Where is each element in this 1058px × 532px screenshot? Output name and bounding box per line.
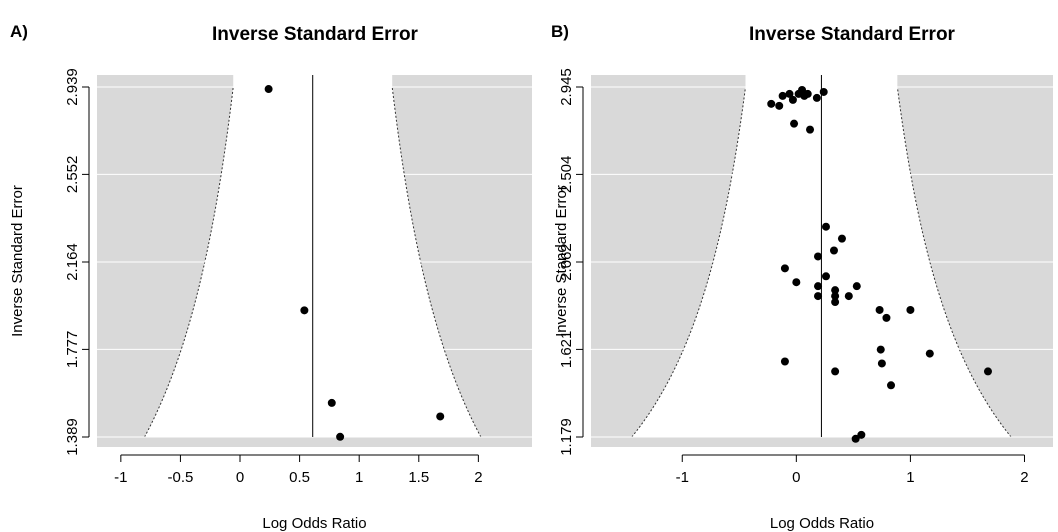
x-tick-label: 1.5 <box>408 469 429 486</box>
x-tick-label: -1 <box>676 469 689 486</box>
x-tick-label: -0.5 <box>167 469 193 486</box>
x-tick-label: 0 <box>792 469 800 486</box>
y-tick-label: 2.945 <box>558 68 575 106</box>
data-point <box>792 278 801 287</box>
x-axis-label: Log Odds Ratio <box>770 515 874 532</box>
data-point <box>780 264 789 273</box>
data-point <box>803 89 812 98</box>
data-point <box>264 85 273 94</box>
data-point <box>788 95 797 104</box>
x-tick-label: -1 <box>114 469 127 486</box>
data-point <box>983 367 992 376</box>
data-point <box>812 93 821 102</box>
data-point <box>821 222 830 231</box>
data-point <box>821 272 830 281</box>
x-tick-label: 2 <box>474 469 482 486</box>
data-point <box>851 434 860 443</box>
data-point <box>436 412 445 421</box>
data-point <box>775 101 784 110</box>
y-tick-label: 2.504 <box>558 156 575 194</box>
data-point <box>877 359 886 368</box>
y-tick-label: 2.164 <box>64 243 81 281</box>
data-point <box>887 381 896 390</box>
data-point <box>814 252 823 261</box>
y-tick-label: 2.552 <box>64 156 81 194</box>
data-point <box>806 125 815 134</box>
data-point <box>790 119 799 128</box>
data-point <box>327 398 336 407</box>
y-tick-label: 1.777 <box>64 331 81 369</box>
data-point <box>876 345 885 354</box>
y-tick-label: 1.621 <box>558 331 575 369</box>
data-point <box>767 99 776 108</box>
panel-a: -1 -0.5 0 0.5 1 1.5 2 1.389 1.777 2.164 2.552 2.939… <box>9 22 532 532</box>
y-tick-label: 1.179 <box>558 418 575 456</box>
data-point <box>780 357 789 366</box>
x-axis-label: Log Odds Ratio <box>262 515 366 532</box>
x-tick-label: 0 <box>236 469 244 486</box>
data-point <box>778 91 787 100</box>
data-point <box>837 234 846 243</box>
chart-title: Inverse Standard Error <box>749 24 956 45</box>
data-point <box>300 306 309 315</box>
panel-letter: A) <box>10 22 28 41</box>
funnel-boundary-right <box>896 86 1012 438</box>
funnel-boundary-left <box>631 86 747 438</box>
data-point <box>785 89 794 98</box>
y-axis-label: Inverse Standard Error <box>9 185 26 337</box>
data-point <box>857 430 866 439</box>
data-point <box>882 313 891 322</box>
data-point <box>336 432 345 441</box>
data-point <box>906 305 915 314</box>
data-point <box>819 87 828 96</box>
y-tick-label: 1.389 <box>64 418 81 456</box>
data-point <box>814 282 823 291</box>
data-point <box>814 292 823 301</box>
x-tick-label: 0.5 <box>289 469 310 486</box>
data-point <box>829 246 838 255</box>
data-point <box>831 298 840 307</box>
x-tick-label: 2 <box>1020 469 1028 486</box>
y-tick-label: 2.062 <box>558 243 575 281</box>
y-tick-label: 2.939 <box>64 68 81 106</box>
x-tick-label: 1 <box>906 469 914 486</box>
data-point <box>831 367 840 376</box>
data-point <box>831 292 840 301</box>
panel-letter: B) <box>551 22 569 41</box>
chart-title: Inverse Standard Error <box>212 24 419 45</box>
data-point <box>875 305 884 314</box>
data-point <box>925 349 934 358</box>
panel-b: -1 0 1 2 1.179 1.621 2.062 2.504 2.945 B) Inverse … <box>551 22 1053 532</box>
y-axis-label: Inverse Standard Error <box>553 185 570 337</box>
data-point <box>844 292 853 301</box>
x-tick-label: 1 <box>355 469 363 486</box>
data-point <box>852 282 861 291</box>
data-point <box>831 286 840 295</box>
